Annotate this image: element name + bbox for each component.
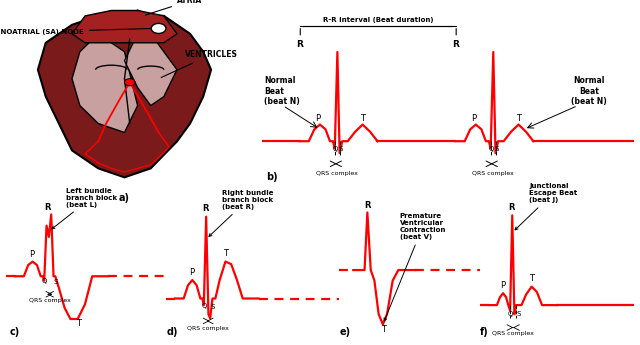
Text: c): c) [10, 327, 20, 337]
Text: R: R [296, 40, 303, 49]
Text: S: S [339, 146, 343, 152]
Text: T: T [76, 319, 81, 328]
Text: R: R [202, 204, 209, 213]
Text: Premature
Ventricular
Contraction
(beat V): Premature Ventricular Contraction (beat … [384, 213, 446, 321]
Text: d): d) [166, 327, 178, 337]
Polygon shape [72, 10, 177, 43]
Circle shape [125, 79, 135, 86]
Text: R: R [508, 203, 515, 212]
Text: Q: Q [42, 278, 47, 284]
Text: Q: Q [202, 303, 207, 309]
Text: Normal
Beat
(beat N): Normal Beat (beat N) [571, 76, 607, 106]
Text: P: P [316, 114, 321, 123]
Text: b): b) [266, 172, 278, 183]
Text: R: R [45, 203, 51, 212]
Text: R-R interval (Beat duration): R-R interval (Beat duration) [323, 17, 433, 23]
Text: VENTRICLES: VENTRICLES [161, 50, 237, 78]
Text: R: R [452, 40, 459, 49]
Text: S: S [54, 279, 58, 285]
Polygon shape [72, 34, 138, 132]
Text: P: P [500, 281, 505, 290]
Text: ATRIA: ATRIA [145, 0, 202, 15]
Text: S: S [516, 310, 521, 317]
Text: P: P [29, 250, 34, 259]
Text: T: T [516, 114, 520, 123]
Text: T: T [360, 114, 365, 123]
Text: S: S [210, 304, 214, 310]
Text: R: R [364, 201, 371, 210]
Polygon shape [125, 34, 177, 106]
Text: P: P [189, 268, 194, 277]
Text: Right bundle
branch block
(beat R): Right bundle branch block (beat R) [209, 190, 273, 236]
Text: QRS complex: QRS complex [316, 170, 358, 176]
Text: Left bundle
branch block
(beat L): Left bundle branch block (beat L) [52, 188, 118, 229]
Text: f): f) [480, 327, 489, 337]
Text: S: S [494, 146, 499, 152]
Text: a): a) [119, 193, 130, 203]
Circle shape [151, 23, 166, 33]
Text: P: P [472, 114, 477, 123]
Text: Q: Q [333, 146, 338, 152]
Text: Normal
Beat
(beat N): Normal Beat (beat N) [264, 76, 300, 106]
Text: SINOATRIAL (SA) NODE: SINOATRIAL (SA) NODE [0, 29, 150, 35]
Text: Junctional
Escape Beat
(beat J): Junctional Escape Beat (beat J) [515, 183, 577, 230]
Text: T: T [529, 274, 534, 283]
Text: Q: Q [508, 310, 513, 317]
Text: T: T [381, 325, 386, 334]
Text: e): e) [339, 327, 350, 337]
Text: Q: Q [488, 146, 494, 152]
Text: T: T [223, 249, 228, 258]
Text: QRS complex: QRS complex [492, 332, 534, 336]
Polygon shape [38, 10, 211, 177]
Text: QRS complex: QRS complex [188, 326, 229, 331]
Text: QRS complex: QRS complex [472, 170, 514, 176]
Text: QRS complex: QRS complex [29, 298, 70, 303]
